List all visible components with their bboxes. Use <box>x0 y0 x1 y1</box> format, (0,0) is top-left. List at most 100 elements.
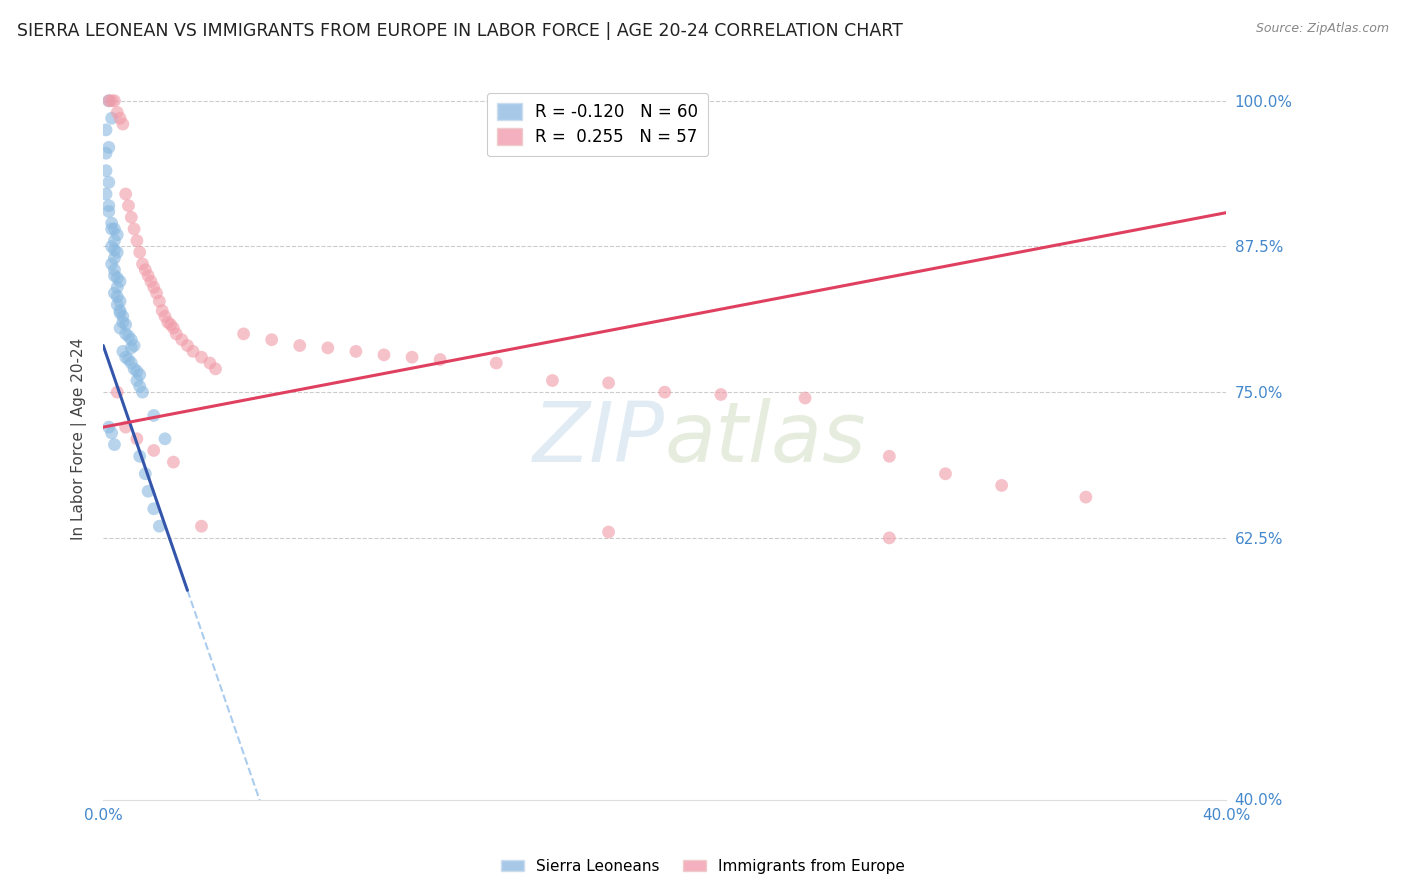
Point <box>100 257 122 271</box>
Point <box>1074 490 1097 504</box>
Point <box>288 338 311 352</box>
Text: SIERRA LEONEAN VS IMMIGRANTS FROM EUROPE IN LABOR FORCE | AGE 20-24 CORRELATION : SIERRA LEONEAN VS IMMIGRANTS FROM EUROPE… <box>17 22 903 40</box>
Point <box>117 199 139 213</box>
Point <box>105 271 128 285</box>
Point <box>97 94 120 108</box>
Point <box>128 450 150 464</box>
Point <box>131 257 153 271</box>
Point <box>122 222 145 236</box>
Point <box>122 362 145 376</box>
Legend: Sierra Leoneans, Immigrants from Europe: Sierra Leoneans, Immigrants from Europe <box>495 853 911 880</box>
Point <box>103 286 125 301</box>
Point <box>162 321 184 335</box>
Point <box>260 333 283 347</box>
Text: atlas: atlas <box>665 399 866 479</box>
Point <box>125 364 148 378</box>
Point <box>114 350 136 364</box>
Point <box>97 140 120 154</box>
Point <box>105 245 128 260</box>
Point <box>103 222 125 236</box>
Point <box>598 524 620 539</box>
Point <box>131 385 153 400</box>
Point <box>105 289 128 303</box>
Point <box>111 315 134 329</box>
Point <box>97 420 120 434</box>
Point <box>429 352 451 367</box>
Point <box>181 344 204 359</box>
Point <box>114 326 136 341</box>
Point <box>103 243 125 257</box>
Point <box>485 356 508 370</box>
Point <box>97 204 120 219</box>
Point <box>125 234 148 248</box>
Point <box>117 352 139 367</box>
Point <box>159 318 181 332</box>
Point <box>139 275 162 289</box>
Point <box>125 374 148 388</box>
Point <box>120 341 142 355</box>
Point <box>103 437 125 451</box>
Point <box>142 443 165 458</box>
Point <box>103 262 125 277</box>
Point <box>103 94 125 108</box>
Point <box>232 326 254 341</box>
Point <box>156 315 179 329</box>
Point <box>105 105 128 120</box>
Point <box>204 362 226 376</box>
Point <box>105 280 128 294</box>
Point <box>100 222 122 236</box>
Point <box>94 186 117 201</box>
Point <box>97 175 120 189</box>
Point <box>103 234 125 248</box>
Point <box>710 387 733 401</box>
Point <box>136 484 159 499</box>
Point <box>128 368 150 382</box>
Point <box>94 146 117 161</box>
Point <box>148 519 170 533</box>
Point <box>100 94 122 108</box>
Point <box>145 286 167 301</box>
Point <box>108 303 131 318</box>
Point <box>108 321 131 335</box>
Point <box>373 348 395 362</box>
Point <box>111 310 134 324</box>
Point <box>100 112 122 126</box>
Point <box>934 467 956 481</box>
Point <box>162 455 184 469</box>
Point <box>316 341 339 355</box>
Point <box>111 344 134 359</box>
Point <box>128 379 150 393</box>
Point <box>136 268 159 283</box>
Point <box>120 211 142 225</box>
Point <box>94 163 117 178</box>
Point <box>598 376 620 390</box>
Text: 40.0%: 40.0% <box>1234 793 1282 807</box>
Point <box>142 280 165 294</box>
Point <box>190 350 212 364</box>
Point <box>105 385 128 400</box>
Point <box>401 350 423 364</box>
Point <box>142 409 165 423</box>
Point <box>108 306 131 320</box>
Point <box>190 519 212 533</box>
Point <box>198 356 221 370</box>
Point <box>120 333 142 347</box>
Point <box>103 268 125 283</box>
Point <box>100 425 122 440</box>
Point <box>541 374 564 388</box>
Point <box>94 123 117 137</box>
Point <box>153 432 176 446</box>
Y-axis label: In Labor Force | Age 20-24: In Labor Force | Age 20-24 <box>72 338 87 540</box>
Text: Source: ZipAtlas.com: Source: ZipAtlas.com <box>1256 22 1389 36</box>
Point <box>100 239 122 253</box>
Point <box>125 432 148 446</box>
Point <box>108 112 131 126</box>
Point <box>879 450 901 464</box>
Point <box>105 298 128 312</box>
Point <box>114 420 136 434</box>
Point <box>108 275 131 289</box>
Point <box>794 391 817 405</box>
Point <box>153 310 176 324</box>
Point <box>148 294 170 309</box>
Point <box>117 329 139 343</box>
